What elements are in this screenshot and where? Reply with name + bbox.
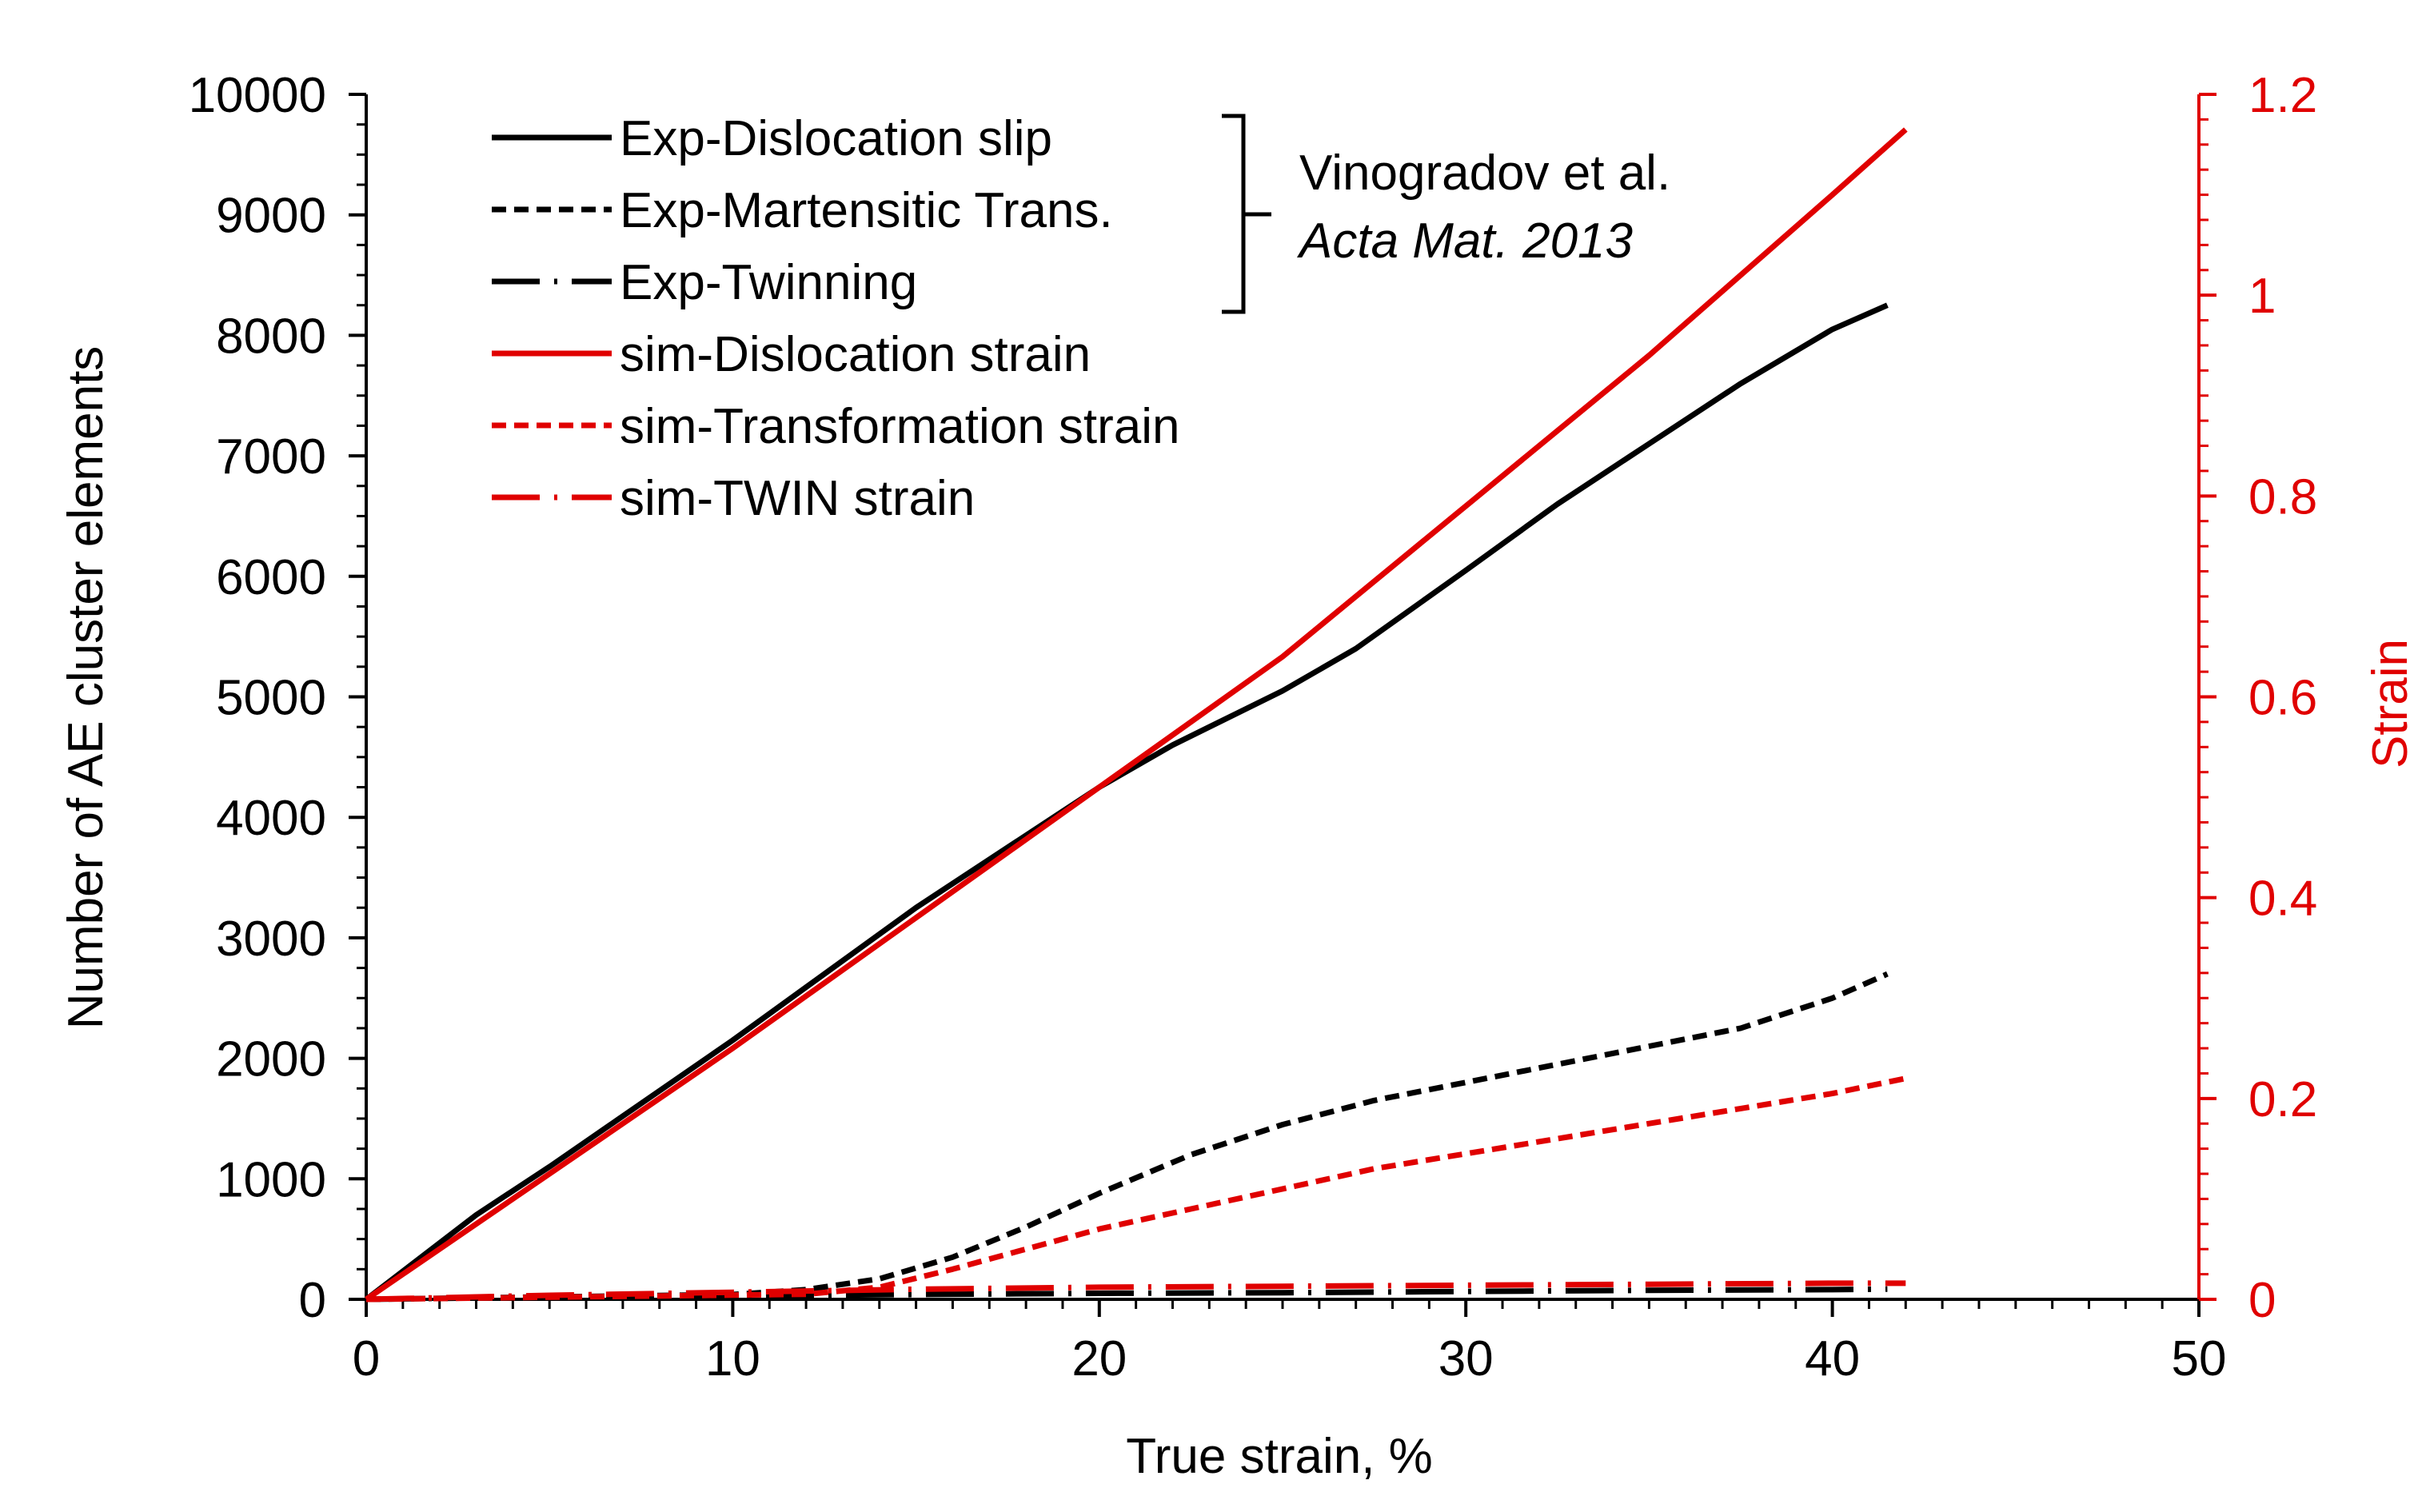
y-right-tick-label: 1.2 xyxy=(2248,68,2317,123)
y-right-tick-label: 1 xyxy=(2248,269,2276,324)
y-left-tick-label: 6000 xyxy=(216,550,326,605)
legend-label-exp-dislocation: Exp-Dislocation slip xyxy=(620,111,1052,166)
y-left-tick-label: 7000 xyxy=(216,429,326,485)
y-left-tick-label: 5000 xyxy=(216,671,326,726)
y-right-tick-label: 0 xyxy=(2248,1273,2276,1328)
y-left-tick-label: 9000 xyxy=(216,189,326,244)
legend-bracket xyxy=(1222,114,1271,314)
y-right-tick-label: 0.8 xyxy=(2248,469,2317,525)
legend-label-sim-twin: sim-TWIN strain xyxy=(620,471,975,526)
y-left-tick-label: 3000 xyxy=(216,912,326,967)
axes-layer: 0 10 20 30 40 5001000200030004000500060007000… xyxy=(189,68,2318,1386)
series-line-sim-twin-strain xyxy=(365,1280,1906,1303)
x-tick-label: 0 xyxy=(353,1331,380,1386)
y-left-tick-label: 0 xyxy=(299,1273,326,1328)
x-tick-label: 10 xyxy=(705,1331,760,1386)
series-line-sim-transformation-strain xyxy=(365,1075,1907,1303)
series-line-exp-martensitic-trans xyxy=(365,971,1889,1303)
legend: Exp-Dislocation slip Exp-Martensitic Tra… xyxy=(492,111,1180,526)
y-left-tick-label: 4000 xyxy=(216,791,326,846)
x-tick-label: 20 xyxy=(1071,1331,1127,1386)
legend-label-exp-twinning: Exp-Twinning xyxy=(620,255,917,310)
legend-label-sim-transformation: sim-Transformation strain xyxy=(620,399,1180,454)
y-left-tick-label: 8000 xyxy=(216,309,326,364)
series-layer xyxy=(364,127,1908,1303)
citation-journal: Acta Mat. 2013 xyxy=(1296,213,1633,269)
x-axis-title: True strain, % xyxy=(1126,1429,1433,1484)
x-tick-label: 50 xyxy=(2172,1331,2227,1386)
y-left-tick-label: 2000 xyxy=(216,1032,326,1087)
y-left-tick-label: 10000 xyxy=(189,68,326,123)
y-right-tick-label: 0.6 xyxy=(2248,671,2317,726)
x-tick-label: 30 xyxy=(1438,1331,1494,1386)
series-line-sim-dislocation-strain xyxy=(365,127,1908,1302)
citation-annotation: Vinogradov et al. Acta Mat. 2013 xyxy=(1222,114,1670,314)
y-left-tick-label: 1000 xyxy=(216,1152,326,1207)
y-axis-right-title: Strain xyxy=(2363,639,2414,768)
x-tick-label: 40 xyxy=(1805,1331,1860,1386)
legend-label-exp-martensitic: Exp-Martensitic Trans. xyxy=(620,183,1113,238)
y-right-tick-label: 0.4 xyxy=(2248,872,2317,927)
legend-label-sim-dislocation: sim-Dislocation strain xyxy=(620,327,1091,382)
y-axis-left-title: Number of AE cluster elements xyxy=(58,346,114,1030)
series-line-exp-dislocation-slip xyxy=(364,302,1889,1302)
y-right-tick-label: 0.2 xyxy=(2248,1072,2317,1127)
citation-authors: Vinogradov et al. xyxy=(1299,146,1670,201)
